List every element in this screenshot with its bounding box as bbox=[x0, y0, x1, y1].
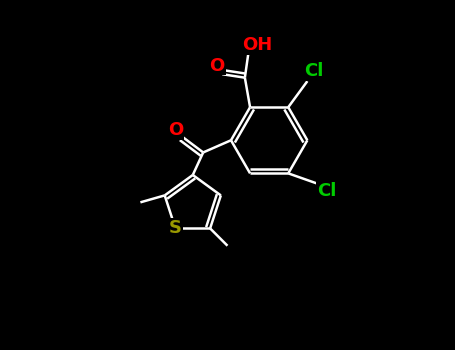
Text: Cl: Cl bbox=[317, 182, 336, 200]
Text: O: O bbox=[168, 121, 183, 139]
Text: O: O bbox=[209, 57, 225, 75]
Text: OH: OH bbox=[242, 36, 272, 54]
Text: S: S bbox=[169, 219, 182, 237]
Text: Cl: Cl bbox=[304, 62, 324, 80]
